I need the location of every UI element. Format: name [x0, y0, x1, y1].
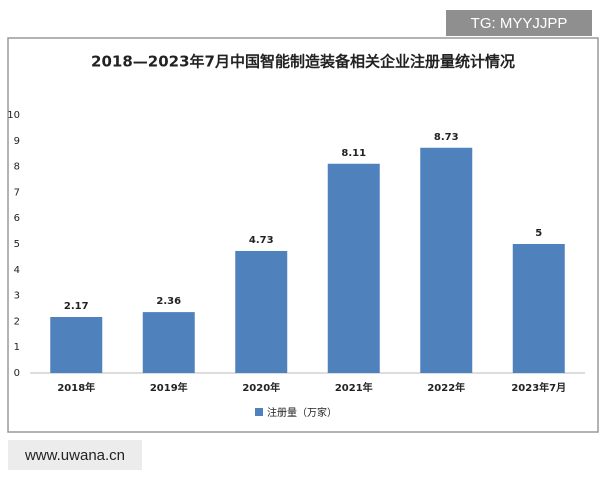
y-tick-label: 9 — [14, 136, 20, 147]
y-tick-label: 0 — [14, 368, 20, 379]
legend-swatch — [255, 408, 263, 416]
bar — [235, 250, 288, 373]
x-tick-label: 2022年 — [427, 381, 465, 394]
x-tick-label: 2018年 — [57, 381, 95, 394]
data-label: 2.17 — [64, 301, 89, 312]
data-label: 2.36 — [156, 296, 181, 307]
y-tick-label: 5 — [14, 239, 20, 250]
data-label: 5 — [535, 228, 542, 239]
chart-frame — [7, 37, 599, 433]
x-tick-label: 2021年 — [335, 381, 373, 394]
bar — [512, 244, 565, 373]
overlay-text: www.uwana.cn — [24, 447, 125, 464]
data-label: 4.73 — [249, 235, 274, 246]
y-tick-label: 4 — [14, 265, 20, 276]
y-tick-label: 10 — [7, 110, 20, 121]
x-tick-label: 2023年7月 — [511, 381, 566, 394]
x-tick-label: 2020年 — [242, 381, 280, 394]
y-tick-label: 7 — [14, 187, 20, 198]
bar — [327, 163, 380, 373]
overlay-box — [446, 10, 592, 36]
y-tick-label: 3 — [14, 291, 20, 302]
bar — [50, 317, 103, 373]
data-label: 8.11 — [341, 148, 366, 159]
overlay-box — [8, 440, 142, 470]
y-tick-label: 2 — [14, 316, 20, 327]
y-tick-label: 1 — [14, 342, 20, 353]
overlay-text: TG: MYYJJPP — [471, 15, 568, 32]
chart-title: 2018—2023年7月中国智能制造装备相关企业注册量统计情况 — [91, 53, 515, 71]
bar — [420, 147, 473, 373]
x-tick-label: 2019年 — [150, 381, 188, 394]
bar — [142, 312, 195, 373]
y-tick-label: 8 — [14, 162, 20, 173]
data-label: 8.73 — [434, 132, 459, 143]
legend-label: 注册量（万家） — [267, 406, 337, 419]
y-tick-label: 6 — [14, 213, 20, 224]
